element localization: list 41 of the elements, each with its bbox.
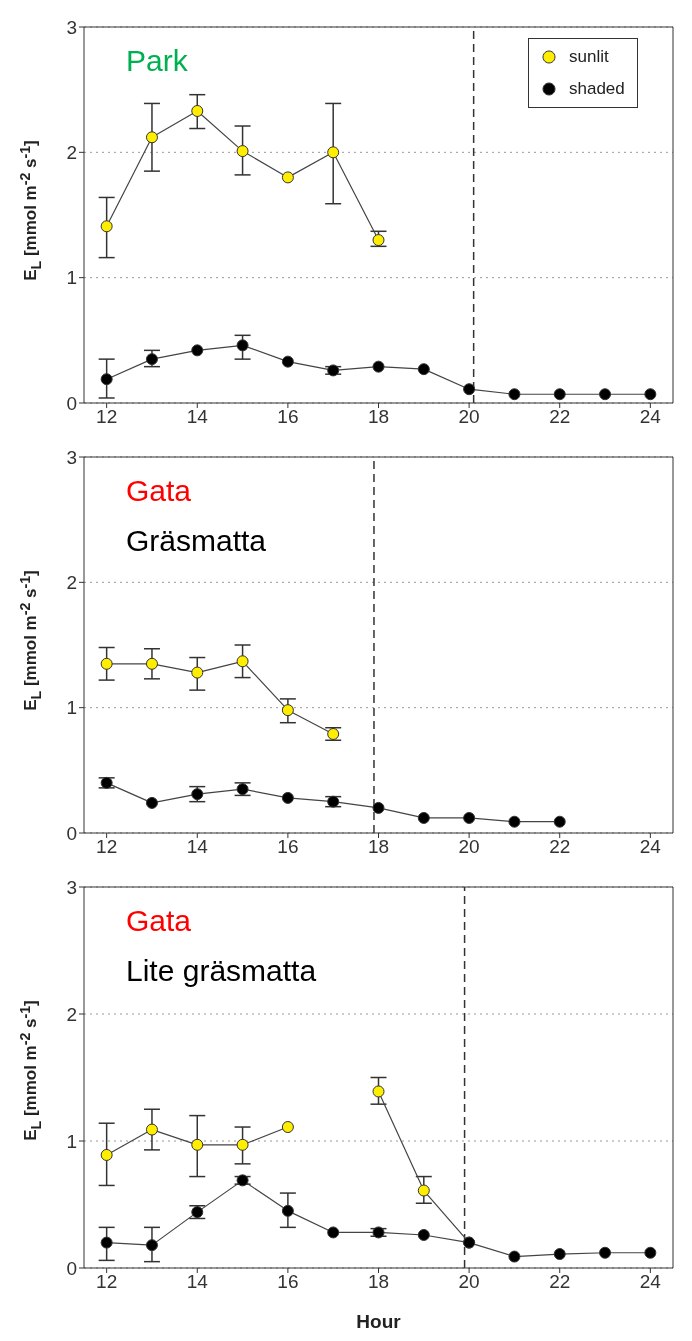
y-tick-label: 1: [66, 267, 77, 289]
y-tick-label: 2: [66, 1003, 77, 1025]
x-tick-label: 20: [458, 836, 480, 858]
x-tick-label: 18: [367, 836, 390, 858]
y-tick-label: 1: [66, 697, 77, 719]
y-tick-label: 3: [66, 446, 77, 468]
x-tick-label: 22: [549, 836, 571, 858]
x-tick-label: 18: [367, 1271, 390, 1293]
x-tick-label: 14: [186, 1271, 209, 1293]
x-tick-label: 24: [639, 406, 662, 428]
x-axis-title: Hour: [356, 1311, 402, 1332]
text: Gräsmatta: [126, 523, 267, 559]
x-tick-label: 20: [458, 1271, 480, 1293]
x-tick-label: 16: [277, 406, 299, 428]
x-tick-label: 14: [186, 406, 209, 428]
x-tick-label: 12: [96, 406, 118, 428]
x-tick-label: 16: [277, 836, 299, 858]
y-tick-label: 0: [66, 822, 77, 844]
x-tick-label: 22: [549, 406, 571, 428]
x-tick-label: 24: [639, 836, 662, 858]
x-tick-label: 12: [96, 836, 118, 858]
y-tick-label: 3: [66, 876, 77, 898]
legend-label: shaded: [569, 79, 625, 99]
y-tick-label: 3: [66, 16, 77, 38]
text: Lite gräsmatta: [126, 953, 317, 989]
y-tick-label: 0: [66, 1257, 77, 1279]
text: Gata: [126, 473, 193, 509]
y-tick-label: 2: [66, 142, 77, 164]
legend-label: sunlit: [569, 47, 609, 67]
text: Park: [126, 43, 188, 79]
x-tick-label: 22: [549, 1271, 571, 1293]
y-tick-label: 1: [66, 1130, 77, 1152]
y-tick-label: 0: [66, 392, 77, 414]
x-tick-label: 14: [186, 836, 209, 858]
x-tick-label: 20: [458, 406, 480, 428]
y-tick-label: 2: [66, 572, 77, 594]
x-tick-label: 16: [277, 1271, 299, 1293]
x-tick-label: 24: [639, 1271, 662, 1293]
x-tick-label: 12: [96, 1271, 118, 1293]
x-tick-label: 18: [367, 406, 390, 428]
text: Gata: [126, 903, 193, 939]
